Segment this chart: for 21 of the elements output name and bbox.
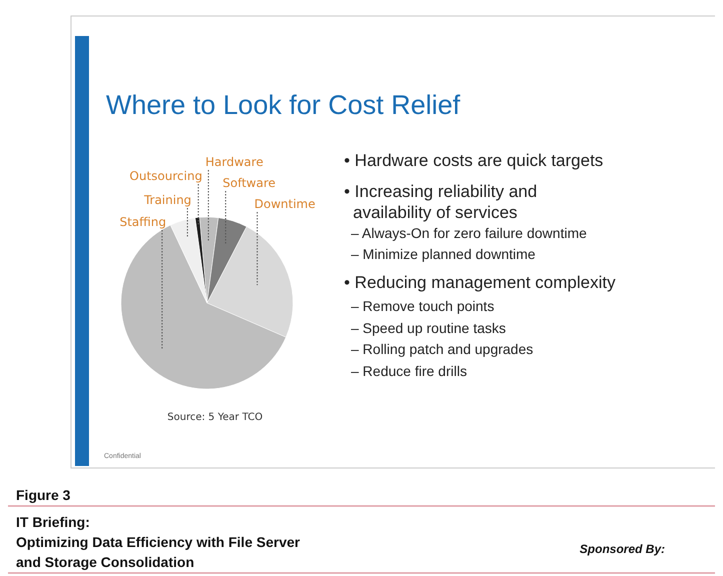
slice-label: Outsourcing — [130, 169, 202, 183]
text: – Remove touch points — [351, 298, 494, 314]
text: – Always-On for zero failure downtime — [351, 225, 587, 241]
text: – Minimize planned downtime — [351, 246, 536, 262]
slice-label: Training — [143, 193, 192, 207]
caption: Figure 3 — [16, 487, 71, 503]
text: – Speed up routine tasks — [351, 320, 506, 336]
text: – Rolling patch and upgrades — [351, 341, 534, 357]
text: Optimizing Data Efficiency with File Server and Storage Consolidation — [16, 534, 301, 570]
slice-label: Hardware — [205, 155, 264, 169]
text: • Increasing reliability and availability of services — [344, 182, 538, 222]
text: IT Briefing: — [16, 514, 90, 530]
source-note: Source: 5 Year TCO — [167, 412, 263, 423]
slice-label: Downtime — [254, 197, 316, 211]
text: Sponsored By: — [580, 542, 665, 556]
slice-label: Staffing — [120, 215, 166, 229]
slice-label: Software — [222, 176, 276, 190]
chart-title: Where to Look for Cost Relief — [106, 90, 461, 120]
text: • Hardware costs are quick targets — [344, 151, 604, 170]
text: • Reducing management complexity — [344, 273, 616, 292]
text: – Reduce fire drills — [351, 363, 467, 379]
